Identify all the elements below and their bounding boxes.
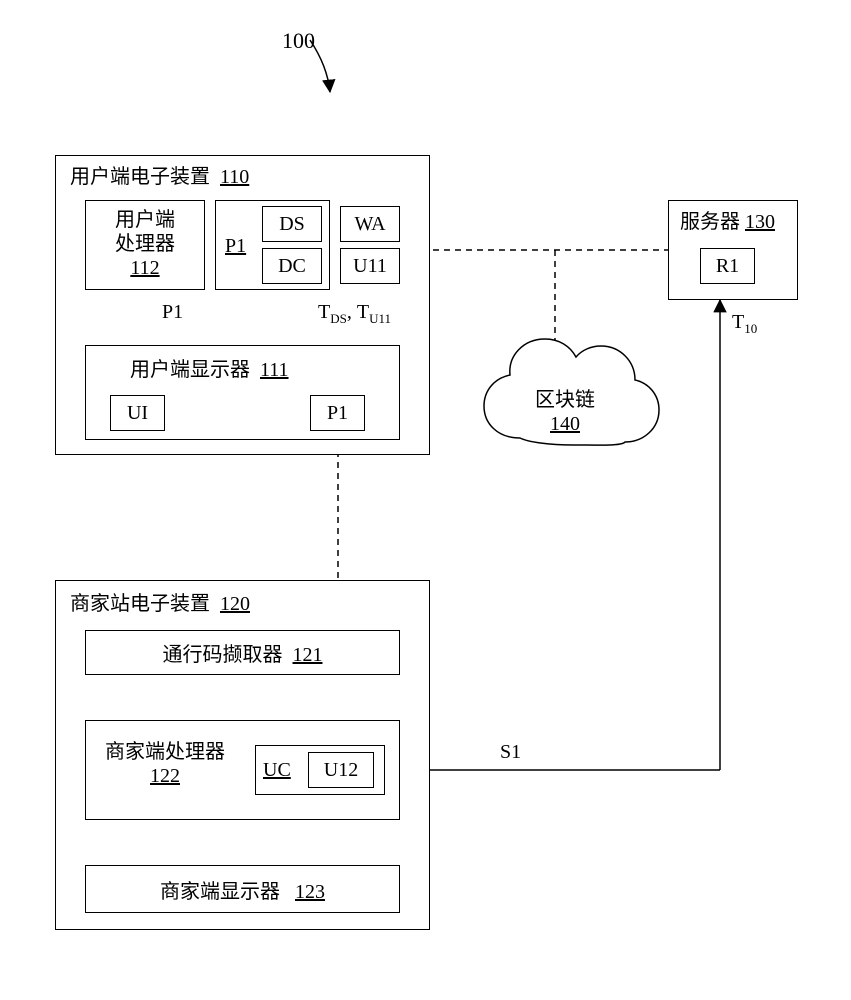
merchant-display-title: 商家端显示器	[160, 881, 280, 903]
reader-ref: 121	[293, 644, 323, 666]
client-device-ref: 110	[220, 166, 249, 188]
u12-label: U12	[324, 759, 358, 782]
merchant-device-title: 商家站电子装置 120	[70, 592, 250, 616]
r1-box: R1	[700, 248, 755, 284]
reader-box: 通行码撷取器 121	[85, 630, 400, 675]
client-display-title-text: 用户端显示器	[130, 359, 250, 381]
client-device-title: 用户端电子装置 110	[70, 165, 249, 189]
client-processor-title-2: 处理器	[115, 233, 175, 255]
display-p1-box: P1	[310, 395, 365, 431]
figure-ref: 100	[282, 28, 315, 54]
ds-box: DS	[262, 206, 322, 242]
r1-label: R1	[716, 255, 739, 278]
ds-label: DS	[279, 213, 305, 236]
dc-label: DC	[278, 255, 306, 278]
s1-label: S1	[500, 740, 521, 764]
u12-box: U12	[308, 752, 374, 788]
ui-label: UI	[127, 402, 148, 425]
p1-group-label: P1	[225, 234, 246, 258]
server-ref: 130	[745, 211, 775, 233]
blockchain-title: 区块链	[535, 389, 595, 411]
merchant-display-ref: 123	[295, 881, 325, 903]
wa-label: WA	[354, 213, 385, 236]
t-up-label: TDS, TU11	[318, 300, 391, 327]
client-processor-title: 用户端 处理器 112	[100, 208, 190, 280]
ui-box: UI	[110, 395, 165, 431]
display-p1-label: P1	[327, 402, 348, 425]
merchant-processor-ref: 122	[150, 765, 180, 787]
t10-label: T10	[732, 310, 757, 337]
client-display-ref: 111	[260, 359, 289, 381]
server-title-text: 服务器	[680, 211, 740, 233]
client-device-title-text: 用户端电子装置	[70, 166, 210, 188]
merchant-device-ref: 120	[220, 593, 250, 615]
merchant-display-label: 商家端显示器 123	[160, 875, 325, 904]
wa-box: WA	[340, 206, 400, 242]
diagram-canvas: 100 用户端电子装置 110 用户端 处理器 112 P1 DS DC WA …	[0, 0, 851, 1000]
server-title: 服务器 130	[680, 210, 775, 234]
client-display-title: 用户端显示器 111	[130, 358, 289, 382]
client-processor-title-1: 用户端	[115, 209, 175, 231]
blockchain-ref: 140	[550, 413, 580, 435]
client-processor-ref: 112	[130, 257, 159, 279]
uc-label: UC	[263, 758, 291, 782]
u11-box: U11	[340, 248, 400, 284]
merchant-device-title-text: 商家站电子装置	[70, 593, 210, 615]
merchant-processor-title: 商家端处理器 122	[105, 740, 225, 788]
p1-down-label: P1	[162, 300, 183, 324]
reader-label: 通行码撷取器 121	[163, 638, 323, 667]
merchant-processor-title-text: 商家端处理器	[105, 741, 225, 763]
u11-label: U11	[353, 255, 387, 278]
dc-box: DC	[262, 248, 322, 284]
reader-title: 通行码撷取器	[163, 644, 283, 666]
merchant-display-box: 商家端显示器 123	[85, 865, 400, 913]
blockchain-label: 区块链 140	[525, 388, 605, 436]
